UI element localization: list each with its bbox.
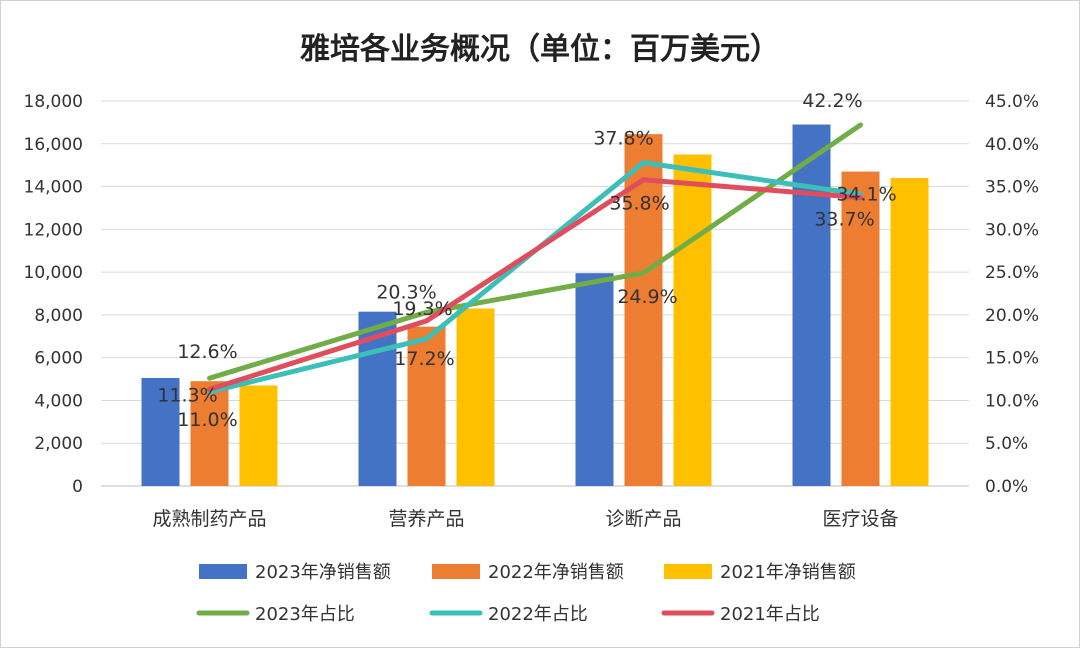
bar xyxy=(407,326,446,486)
data-label: 11.0% xyxy=(177,409,237,431)
bar xyxy=(141,377,180,486)
y2-tick-label: 20.0% xyxy=(985,306,1039,326)
bar xyxy=(890,178,929,486)
data-label: 20.3% xyxy=(376,281,436,303)
y-tick-label: 0 xyxy=(72,477,83,497)
legend-label: 2022年净销售额 xyxy=(488,562,624,583)
legend-label: 2023年占比 xyxy=(255,604,355,625)
data-label: 12.6% xyxy=(177,341,237,363)
y-tick-label: 10,000 xyxy=(24,263,83,283)
bar xyxy=(239,385,278,486)
category-label: 医疗设备 xyxy=(822,508,898,530)
category-label: 营养产品 xyxy=(388,508,464,530)
legend-label: 2021年净销售额 xyxy=(720,562,856,583)
data-label: 35.8% xyxy=(609,193,669,215)
series-line xyxy=(207,177,863,392)
y-tick-label: 18,000 xyxy=(24,92,83,112)
y-tick-label: 4,000 xyxy=(34,391,83,411)
y2-tick-label: 5.0% xyxy=(985,434,1028,454)
y2-tick-label: 35.0% xyxy=(985,178,1039,198)
bar xyxy=(624,134,663,486)
legend-label: 2021年占比 xyxy=(720,604,820,625)
legend-swatch xyxy=(664,564,712,579)
y2-tick-label: 40.0% xyxy=(985,135,1039,155)
y-tick-label: 14,000 xyxy=(24,178,83,198)
y-tick-label: 2,000 xyxy=(34,434,83,454)
y-tick-label: 6,000 xyxy=(34,349,83,369)
y-tick-label: 8,000 xyxy=(34,306,83,326)
lines xyxy=(207,122,863,395)
y2-tick-label: 45.0% xyxy=(985,92,1039,112)
bar xyxy=(841,171,880,487)
y-axis-left: 0 2,000 4,000 6,000 8,000 10,000 12,000 14,000 1… xyxy=(24,92,83,497)
y2-tick-label: 30.0% xyxy=(985,220,1039,240)
y2-tick-label: 0.0% xyxy=(985,477,1028,497)
data-label: 42.2% xyxy=(802,90,862,112)
y-axis-right: 0.0% 5.0% 10.0% 15.0% 20.0% 25.0% 30.0% 35.0% 40… xyxy=(985,92,1039,497)
bar xyxy=(456,308,495,486)
data-label: 24.9% xyxy=(617,286,677,308)
series-line xyxy=(207,122,863,381)
y2-tick-label: 15.0% xyxy=(985,349,1039,369)
legend-label: 2022年占比 xyxy=(488,604,588,625)
data-label: 34.1% xyxy=(836,183,896,205)
category-label: 诊断产品 xyxy=(605,508,681,530)
data-labels: 12.6% 20.3% 24.9% 42.2% 11.0% 17.2% 37.8% 34.1%… xyxy=(157,90,896,431)
y-tick-label: 16,000 xyxy=(24,135,83,155)
legend: 2023年净销售额 2022年净销售额 2021年净销售额 2023年占比 2022年占… xyxy=(196,562,856,625)
legend-swatch xyxy=(199,564,247,579)
bar xyxy=(673,154,712,486)
bar xyxy=(792,124,831,487)
bar xyxy=(575,273,614,486)
legend-swatch xyxy=(432,564,480,579)
category-label: 成熟制药产品 xyxy=(152,508,266,530)
data-label: 17.2% xyxy=(394,348,454,370)
bars xyxy=(141,124,929,487)
chart-title: 雅培各业务概况（单位：百万美元） xyxy=(300,32,780,67)
legend-label: 2023年净销售额 xyxy=(255,562,391,583)
data-label: 19.3% xyxy=(392,298,452,320)
y2-tick-label: 10.0% xyxy=(985,391,1039,411)
data-label: 37.8% xyxy=(593,128,653,150)
data-label: 33.7% xyxy=(814,209,874,231)
y-tick-label: 12,000 xyxy=(24,220,83,240)
x-axis-categories: 成熟制药产品 营养产品 诊断产品 医疗设备 xyxy=(152,508,898,530)
data-label: 11.3% xyxy=(157,384,217,406)
y2-tick-label: 25.0% xyxy=(985,263,1039,283)
bar xyxy=(190,381,229,486)
